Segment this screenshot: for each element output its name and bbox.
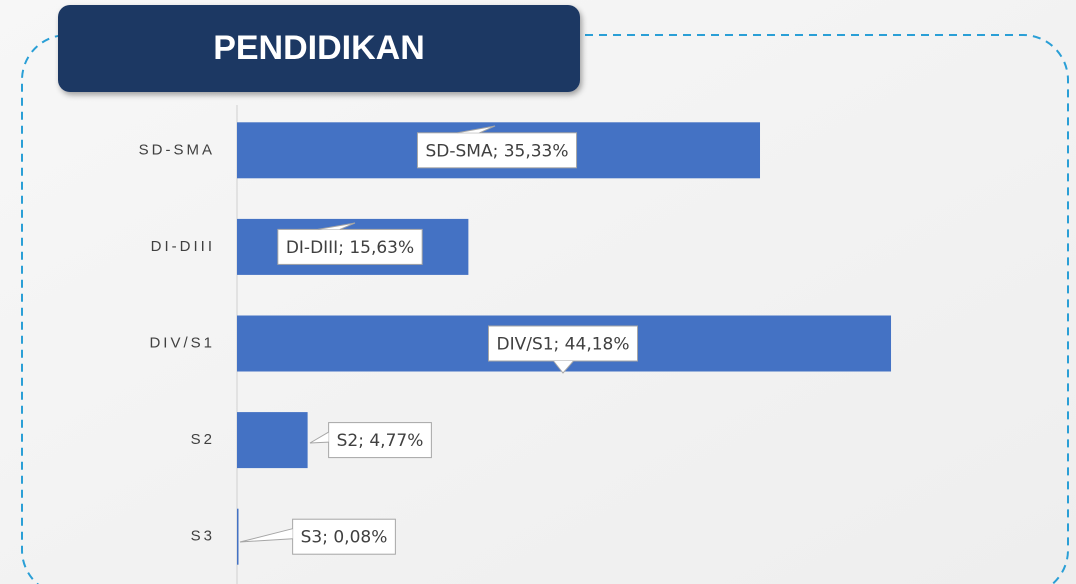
y-tick-label: DIV/S1 xyxy=(149,334,215,351)
data-label: DIV/S1; 44,18% xyxy=(496,335,629,355)
data-label-box xyxy=(292,518,396,555)
data-label: S3; 0,08% xyxy=(301,528,388,548)
data-label: DI-DIII; 15,63% xyxy=(286,238,414,258)
y-tick-label: S2 xyxy=(191,431,215,448)
data-label-pointer xyxy=(457,125,496,134)
data-label-box xyxy=(416,132,578,169)
bar xyxy=(237,412,308,469)
data-label-pointer xyxy=(239,528,293,543)
data-label: S2; 4,77% xyxy=(337,431,424,451)
y-tick-label: S3 xyxy=(191,528,215,545)
data-label-box xyxy=(277,228,423,265)
data-label-pointer xyxy=(309,431,329,444)
data-label: SD-SMA; 35,33% xyxy=(425,141,568,161)
chart-title: PENDIDIKAN xyxy=(213,29,425,67)
data-label-box xyxy=(487,325,639,362)
data-label-box xyxy=(328,422,432,459)
y-tick-label: SD-SMA xyxy=(139,141,215,158)
bar xyxy=(237,508,239,565)
y-tick-label: DI-DIII xyxy=(151,238,215,255)
data-label-pointer xyxy=(317,222,356,230)
title-box xyxy=(58,5,580,92)
data-label-pointer xyxy=(553,360,574,374)
